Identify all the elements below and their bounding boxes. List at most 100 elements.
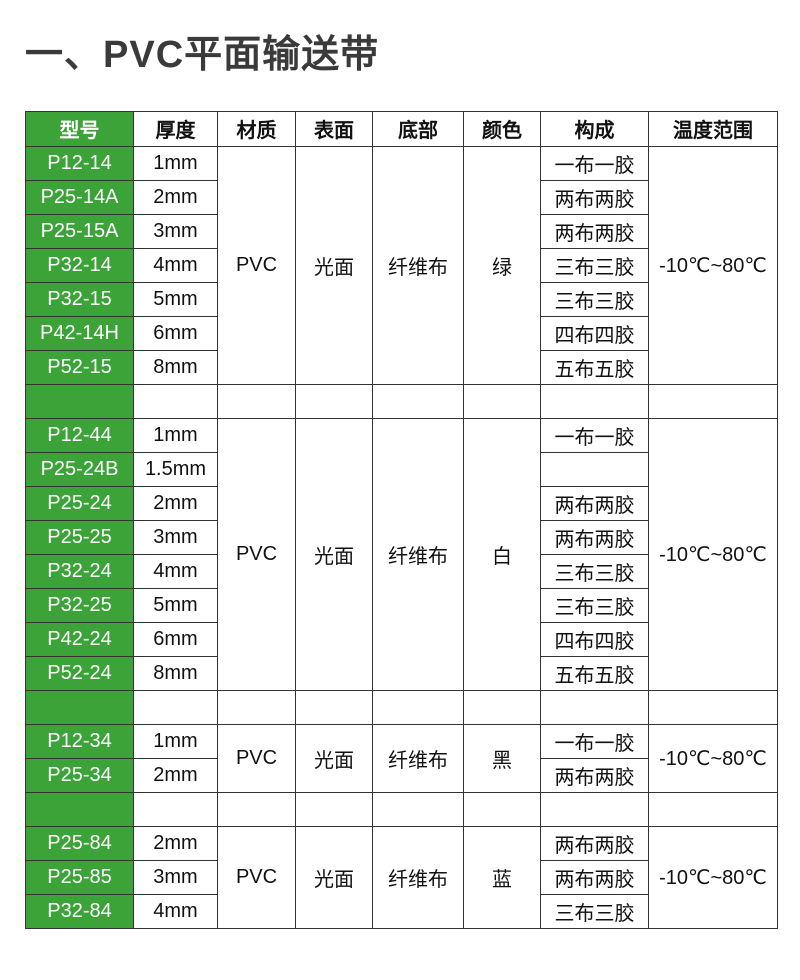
composition-cell: 一布一胶 <box>540 145 649 181</box>
model-cell: P25-84 <box>25 825 134 861</box>
spacer-cell <box>648 383 778 419</box>
spacer-cell <box>372 791 464 827</box>
temperature-cell: -10℃~80℃ <box>648 145 778 385</box>
column-header-0: 型号 <box>25 110 134 147</box>
model-cell: P25-85 <box>25 859 134 895</box>
model-cell: P25-24B <box>25 451 134 487</box>
column-header-5: 颜色 <box>463 110 541 147</box>
color-cell: 白 <box>463 417 541 691</box>
model-cell: P32-14 <box>25 247 134 283</box>
table-row: P32-24 4mm 三布三胶 <box>25 553 778 589</box>
thickness-cell: 2mm <box>133 825 218 861</box>
header-row: 型号 厚度 材质 表面 底部 颜色 构成 温度范围 <box>25 110 778 147</box>
spacer-cell <box>648 689 778 725</box>
table-row: P42-14H 6mm 四布四胶 <box>25 315 778 351</box>
table-row: P32-14 4mm 三布三胶 <box>25 247 778 283</box>
thickness-cell: 2mm <box>133 485 218 521</box>
spec-table-body: P12-14 1mm PVC 光面 纤维布绿一布一胶 -10℃~80℃ P25-14A 2mm… <box>25 145 778 929</box>
table-row: P42-24 6mm 四布四胶 <box>25 621 778 657</box>
thickness-cell: 2mm <box>133 179 218 215</box>
thickness-cell: 2mm <box>133 757 218 793</box>
model-cell: P52-15 <box>25 349 134 385</box>
thickness-cell: 6mm <box>133 315 218 351</box>
table-row: P25-24B 1.5mm <box>25 451 778 487</box>
composition-cell: 三布三胶 <box>540 553 649 589</box>
thickness-cell: 1.5mm <box>133 451 218 487</box>
column-header-2: 材质 <box>217 110 296 147</box>
table-row: P25-34 2mm 两布两胶 <box>25 757 778 793</box>
spacer-row <box>25 791 778 827</box>
model-cell: P12-34 <box>25 723 134 759</box>
table-row: P32-25 5mm 三布三胶 <box>25 587 778 623</box>
composition-cell: 两布两胶 <box>540 485 649 521</box>
bottom-cell: 纤维布 <box>372 145 464 385</box>
thickness-cell: 1mm <box>133 723 218 759</box>
model-cell: P32-15 <box>25 281 134 317</box>
spec-table: 型号 厚度 材质 表面 底部 颜色 构成 温度范围 P12-14 1mm PVC 光面 纤维布绿一布一… <box>25 110 778 929</box>
spacer-cell <box>295 791 373 827</box>
spacer-cell <box>648 791 778 827</box>
surface-cell: 光面 <box>295 723 373 793</box>
model-cell: P12-44 <box>25 417 134 453</box>
color-cell: 黑 <box>463 723 541 793</box>
spacer-cell <box>540 689 649 725</box>
spacer-cell <box>463 689 541 725</box>
composition-cell: 四布四胶 <box>540 315 649 351</box>
surface-cell: 光面 <box>295 145 373 385</box>
table-row: P32-84 4mm 三布三胶 <box>25 893 778 929</box>
table-row: P12-34 1mm PVC 光面 纤维布黑一布一胶 -10℃~80℃ <box>25 723 778 793</box>
thickness-cell: 4mm <box>133 893 218 929</box>
composition-cell: 五布五胶 <box>540 655 649 691</box>
thickness-cell: 6mm <box>133 621 218 657</box>
spacer-cell <box>540 791 649 827</box>
composition-cell: 三布三胶 <box>540 893 649 929</box>
table-row: P25-14A 2mm 两布两胶 <box>25 179 778 215</box>
thickness-cell: 1mm <box>133 145 218 181</box>
thickness-cell: 3mm <box>133 519 218 555</box>
thickness-cell: 3mm <box>133 213 218 249</box>
spacer-cell <box>25 791 134 827</box>
column-header-6: 构成 <box>540 110 649 147</box>
model-cell: P32-24 <box>25 553 134 589</box>
table-row: P12-44 1mm PVC 光面 纤维布白一布一胶 -10℃~80℃ <box>25 417 778 691</box>
composition-cell <box>540 451 649 487</box>
thickness-cell: 8mm <box>133 655 218 691</box>
page-title: 一、PVC平面输送带 <box>25 34 380 76</box>
material-cell: PVC <box>217 825 296 929</box>
spacer-cell <box>372 383 464 419</box>
model-cell: P42-24 <box>25 621 134 657</box>
spacer-cell <box>133 791 218 827</box>
model-cell: P25-24 <box>25 485 134 521</box>
model-cell: P25-34 <box>25 757 134 793</box>
composition-cell: 三布三胶 <box>540 281 649 317</box>
composition-cell: 四布四胶 <box>540 621 649 657</box>
material-cell: PVC <box>217 723 296 793</box>
spacer-cell <box>217 689 296 725</box>
spacer-cell <box>540 383 649 419</box>
temperature-cell: -10℃~80℃ <box>648 825 778 929</box>
model-cell: P25-14A <box>25 179 134 215</box>
color-cell: 蓝 <box>463 825 541 929</box>
composition-cell: 三布三胶 <box>540 587 649 623</box>
thickness-cell: 4mm <box>133 553 218 589</box>
model-cell: P32-25 <box>25 587 134 623</box>
page: 一、PVC平面输送带 型号 厚度 材质 表面 底部 颜色 构成 温度范围 P12-14 1mm P… <box>25 34 778 929</box>
column-header-1: 厚度 <box>133 110 218 147</box>
spacer-cell <box>217 383 296 419</box>
spacer-cell <box>25 383 134 419</box>
spacer-cell <box>295 689 373 725</box>
spacer-cell <box>372 689 464 725</box>
model-cell: P12-14 <box>25 145 134 181</box>
spacer-cell <box>133 689 218 725</box>
temperature-cell: -10℃~80℃ <box>648 723 778 793</box>
table-row: P12-14 1mm PVC 光面 纤维布绿一布一胶 -10℃~80℃ <box>25 145 778 385</box>
model-cell: P32-84 <box>25 893 134 929</box>
material-cell: PVC <box>217 417 296 691</box>
spacer-cell <box>25 689 134 725</box>
temperature-cell: -10℃~80℃ <box>648 417 778 691</box>
model-cell: P25-25 <box>25 519 134 555</box>
spacer-cell <box>463 383 541 419</box>
spacer-cell <box>463 791 541 827</box>
spacer-cell <box>133 383 218 419</box>
composition-cell: 两布两胶 <box>540 757 649 793</box>
